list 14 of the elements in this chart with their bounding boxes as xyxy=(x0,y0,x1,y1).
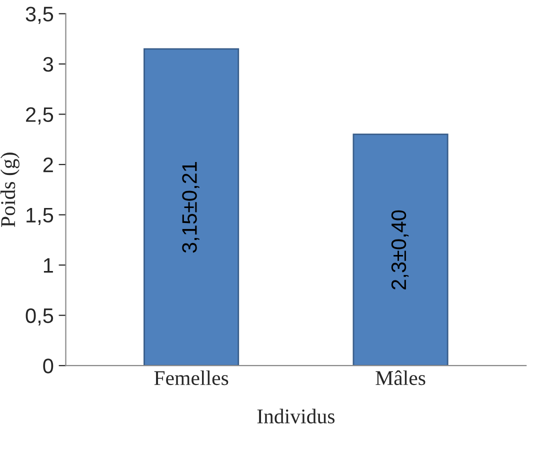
x-tick-label: Femelles xyxy=(154,370,228,386)
y-tick-label: 2,5 xyxy=(26,107,54,124)
y-tick-label: 0,5 xyxy=(26,308,54,326)
y-tick-label: 3 xyxy=(43,56,54,72)
x-axis-title: Individus xyxy=(257,408,335,424)
x-tick-label: Mâles xyxy=(376,370,426,386)
y-tick-label: 0 xyxy=(43,358,54,374)
y-tick-label: 2 xyxy=(43,158,53,172)
y-axis-title: Poids (g) xyxy=(0,152,20,227)
data-label: 3,15±0,21 xyxy=(182,162,200,253)
data-label: 2,3±0,40 xyxy=(391,210,409,290)
y-tick-label: 1 xyxy=(44,258,53,273)
y-tick-label: 3,5 xyxy=(26,6,54,24)
y-tick-label: 1,5 xyxy=(26,208,54,226)
